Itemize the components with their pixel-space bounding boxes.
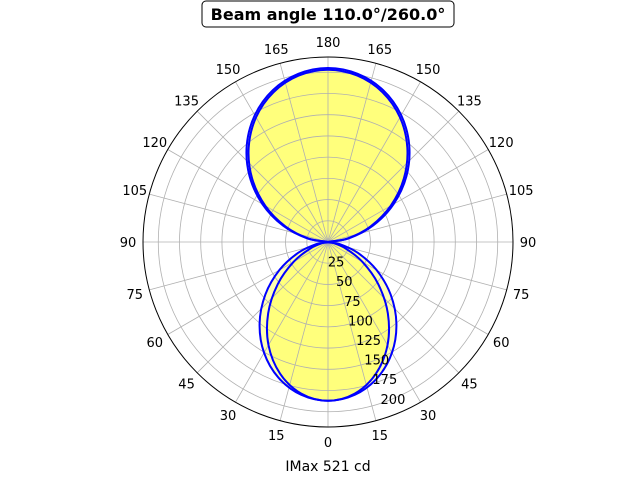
polar-spine [142, 56, 514, 428]
theta-gridline [327, 110, 460, 243]
theta-gridline [235, 81, 329, 243]
theta-tick-label: 60 [493, 336, 510, 351]
r-tick-label: 125 [356, 334, 381, 349]
theta-tick-label: 105 [509, 184, 534, 199]
theta-gridline [279, 241, 329, 421]
theta-tick-label: 135 [174, 95, 199, 110]
theta-tick-label: 105 [122, 184, 147, 199]
theta-tick-label: 150 [416, 63, 441, 78]
r-tick-label: 100 [348, 314, 373, 329]
theta-gridline [167, 149, 329, 243]
x-axis-label: IMax 521 cd [285, 459, 370, 475]
theta-tick-label: 90 [520, 236, 537, 251]
theta-tick-label: 30 [420, 409, 437, 424]
theta-tick-label: 120 [142, 136, 167, 151]
theta-gridline [149, 241, 329, 291]
r-tick-label: 50 [336, 275, 353, 290]
theta-tick-label: 45 [461, 377, 478, 392]
chart-title: Beam angle 110.0°/260.0° [211, 5, 446, 24]
theta-tick-label: 15 [371, 429, 388, 444]
theta-tick-label: 60 [147, 336, 164, 351]
theta-gridline [327, 241, 421, 403]
theta-tick-label: 0 [324, 436, 332, 451]
theta-gridline [196, 110, 329, 243]
theta-tick-label: 75 [127, 288, 144, 303]
series-1-line [245, 67, 411, 402]
theta-gridline [167, 241, 329, 335]
theta-gridline [327, 149, 489, 243]
r-tick-label: 25 [328, 256, 345, 271]
theta-gridline [327, 63, 377, 243]
theta-gridline [279, 63, 329, 243]
theta-gridline [327, 241, 489, 335]
theta-tick-label: 15 [268, 429, 285, 444]
theta-gridline [327, 81, 421, 243]
theta-gridline [327, 241, 460, 374]
r-tick-label: 150 [364, 354, 389, 369]
theta-tick-label: 165 [367, 43, 392, 58]
r-tick-label: 200 [381, 393, 406, 408]
theta-tick-label: 180 [316, 36, 341, 51]
theta-tick-label: 45 [178, 377, 195, 392]
theta-gridline [235, 241, 329, 403]
series-2-line [247, 68, 409, 402]
theta-tick-label: 120 [489, 136, 514, 151]
theta-gridline [196, 241, 329, 374]
theta-gridline [327, 241, 377, 421]
title-box [201, 0, 455, 28]
theta-tick-label: 90 [120, 236, 137, 251]
theta-tick-label: 135 [457, 95, 482, 110]
r-tick-label: 75 [344, 295, 361, 310]
theta-gridline [327, 241, 507, 291]
theta-tick-label: 150 [216, 63, 241, 78]
theta-tick-label: 30 [220, 409, 237, 424]
theta-tick-label: 75 [513, 288, 530, 303]
theta-tick-label: 165 [264, 43, 289, 58]
r-tick-label: 175 [372, 373, 397, 388]
